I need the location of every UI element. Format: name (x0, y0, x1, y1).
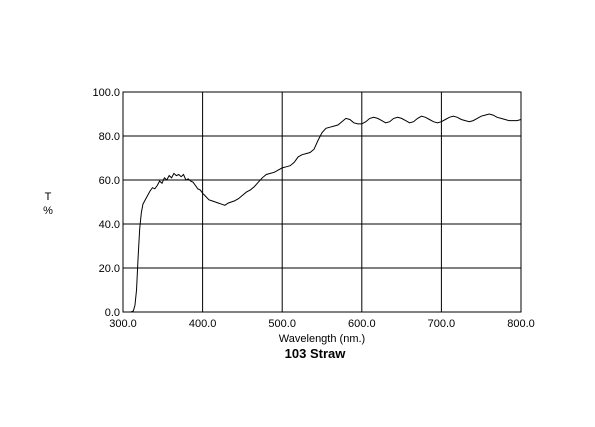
y-tick-label: 60.0 (99, 175, 120, 187)
y-axis-label-line-1: T (45, 191, 52, 203)
chart-title: 103 Straw (285, 346, 347, 361)
y-tick-label: 0.0 (105, 307, 120, 319)
plot-frame (122, 91, 522, 313)
x-tick-label: 400.0 (189, 318, 217, 330)
x-tick-label: 600.0 (348, 318, 376, 330)
series-line (130, 113, 522, 313)
y-tick-label: 100.0 (92, 87, 120, 99)
y-tick-label: 40.0 (99, 219, 120, 231)
y-tick-label: 80.0 (99, 131, 120, 143)
x-tick-label: 300.0 (109, 318, 137, 330)
x-tick-label: 800.0 (507, 318, 535, 330)
y-tick-label: 20.0 (99, 263, 120, 275)
y-axis-label-line-2: % (43, 205, 53, 217)
x-tick-label: 500.0 (268, 318, 296, 330)
tick-labels: 300.0 400.0 500.0 600.0 700.0 800.0 0.0 20.0 40.… (92, 87, 534, 330)
x-axis-label: Wavelength (nm.) (279, 333, 365, 345)
x-tick-label: 700.0 (428, 318, 456, 330)
plot-background (123, 92, 521, 312)
